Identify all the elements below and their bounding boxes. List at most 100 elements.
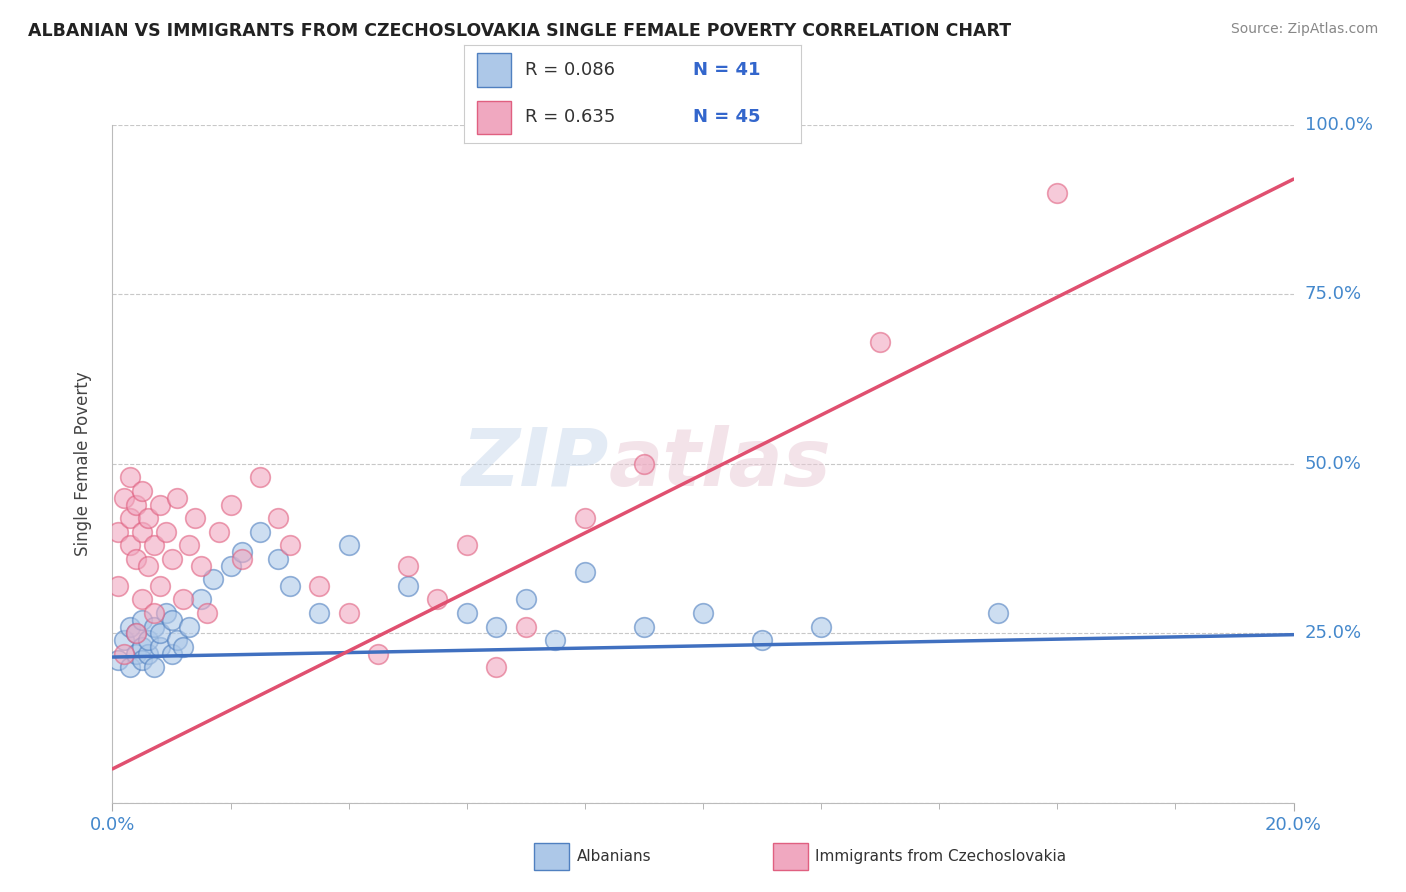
Point [125, 626, 148, 640]
Point [160, 613, 183, 627]
Point [125, 647, 148, 661]
Point [125, 626, 148, 640]
Point [160, 551, 183, 566]
Point [267, 511, 290, 525]
Point [142, 538, 165, 552]
Point [184, 511, 207, 525]
Point [869, 334, 891, 349]
Point [107, 524, 129, 539]
Text: R = 0.635: R = 0.635 [524, 108, 614, 126]
Point [149, 626, 172, 640]
Point [456, 538, 478, 552]
Point [172, 592, 194, 607]
Point [142, 660, 165, 674]
Point [131, 524, 153, 539]
Y-axis label: Single Female Poverty: Single Female Poverty [73, 372, 91, 556]
Point [267, 551, 290, 566]
Point [201, 572, 224, 586]
Text: 100.0%: 100.0% [1305, 116, 1372, 134]
Point [396, 558, 419, 573]
Text: N = 41: N = 41 [693, 62, 761, 79]
Point [131, 592, 153, 607]
Text: Immigrants from Czechoslovakia: Immigrants from Czechoslovakia [815, 849, 1067, 863]
Point [107, 653, 129, 667]
Point [337, 606, 360, 620]
Point [249, 470, 271, 484]
Text: ZIP: ZIP [461, 425, 609, 503]
Point [515, 619, 537, 633]
Point [190, 558, 212, 573]
Point [987, 606, 1010, 620]
Point [120, 511, 142, 525]
Point [337, 538, 360, 552]
Point [278, 538, 301, 552]
Point [136, 558, 159, 573]
Point [367, 647, 389, 661]
Point [485, 619, 508, 633]
Point [131, 613, 153, 627]
Point [426, 592, 449, 607]
Point [633, 619, 655, 633]
Text: atlas: atlas [609, 425, 831, 503]
Text: Source: ZipAtlas.com: Source: ZipAtlas.com [1230, 22, 1378, 37]
Point [166, 633, 188, 648]
Point [131, 640, 153, 654]
Point [149, 640, 172, 654]
Point [131, 483, 153, 498]
Point [190, 592, 212, 607]
Text: ALBANIAN VS IMMIGRANTS FROM CZECHOSLOVAKIA SINGLE FEMALE POVERTY CORRELATION CHA: ALBANIAN VS IMMIGRANTS FROM CZECHOSLOVAK… [28, 22, 1011, 40]
Text: 25.0%: 25.0% [1305, 624, 1362, 642]
Point [231, 551, 253, 566]
Text: 50.0%: 50.0% [1305, 455, 1361, 473]
Point [120, 470, 142, 484]
Point [485, 660, 508, 674]
Point [810, 619, 832, 633]
Point [574, 566, 596, 580]
Point [278, 579, 301, 593]
Point [249, 524, 271, 539]
Point [219, 498, 242, 512]
Point [125, 498, 148, 512]
Point [136, 511, 159, 525]
Point [633, 457, 655, 471]
Point [142, 619, 165, 633]
Point [172, 640, 194, 654]
Text: R = 0.086: R = 0.086 [524, 62, 614, 79]
Point [142, 606, 165, 620]
Point [120, 660, 142, 674]
Point [231, 545, 253, 559]
Point [179, 619, 201, 633]
Point [308, 579, 330, 593]
Point [208, 524, 231, 539]
Point [166, 491, 188, 505]
Point [131, 653, 153, 667]
Point [692, 606, 714, 620]
FancyBboxPatch shape [478, 101, 512, 134]
Point [112, 491, 135, 505]
Point [160, 647, 183, 661]
Point [136, 633, 159, 648]
Point [574, 511, 596, 525]
Point [751, 633, 773, 648]
Point [1046, 186, 1069, 200]
Point [179, 538, 201, 552]
Point [515, 592, 537, 607]
Point [125, 551, 148, 566]
Point [112, 647, 135, 661]
Point [155, 606, 177, 620]
Text: 75.0%: 75.0% [1305, 285, 1362, 303]
Text: N = 45: N = 45 [693, 108, 761, 126]
Point [112, 633, 135, 648]
Point [396, 579, 419, 593]
Point [149, 579, 172, 593]
Point [149, 498, 172, 512]
Point [456, 606, 478, 620]
Point [120, 619, 142, 633]
Point [195, 606, 218, 620]
Point [544, 633, 567, 648]
Point [308, 606, 330, 620]
Point [219, 558, 242, 573]
Point [120, 538, 142, 552]
Point [155, 524, 177, 539]
Point [136, 647, 159, 661]
